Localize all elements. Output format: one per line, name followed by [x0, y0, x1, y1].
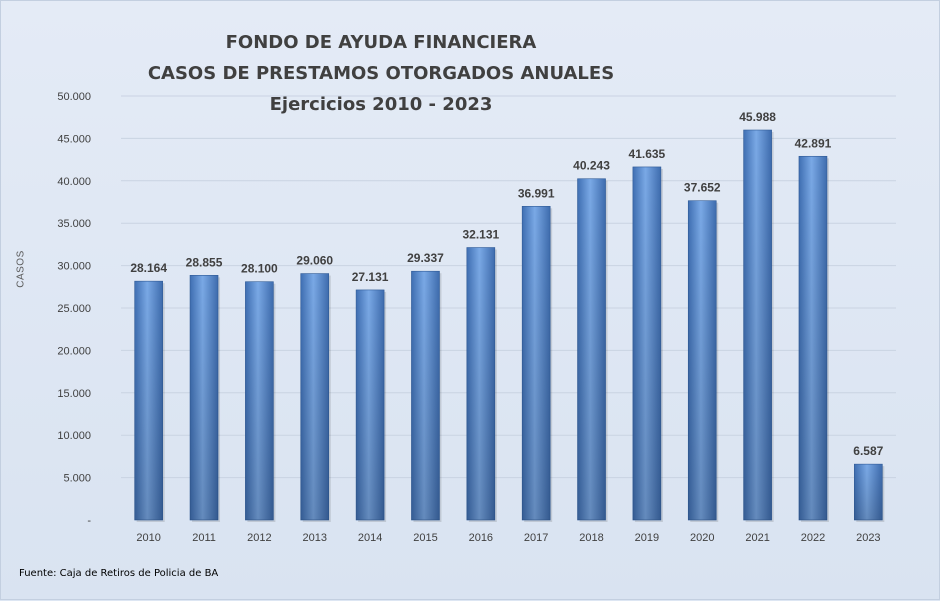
bar-shade	[356, 289, 385, 520]
bar-shade	[411, 271, 440, 520]
x-tick-label: 2016	[469, 532, 493, 544]
y-tick-label: 45.000	[57, 133, 91, 145]
data-label: 28.164	[130, 261, 167, 275]
bar-shade	[245, 281, 274, 520]
chart-titles: FONDO DE AYUDA FINANCIERA CASOS DE PREST…	[131, 27, 631, 120]
x-tick-label: 2021	[745, 532, 769, 544]
data-label: 41.635	[629, 147, 666, 161]
y-tick-label: 40.000	[57, 176, 91, 188]
y-tick-label: 30.000	[57, 261, 91, 273]
data-label: 37.652	[684, 181, 721, 195]
chart-subtitle-years: Ejercicios 2010 - 2023	[269, 94, 493, 115]
data-label: 42.891	[795, 136, 832, 150]
x-tick-label: 2022	[801, 532, 825, 544]
y-tick-label: 25.000	[57, 303, 91, 315]
x-tick-label: 2010	[136, 532, 160, 544]
bar-shade	[190, 275, 219, 520]
x-tick-label: 2013	[303, 532, 327, 544]
data-labels: 28.164 28.855 28.100 29.060 27.131 29.337 32.1…	[130, 110, 883, 458]
bars	[134, 129, 885, 523]
data-label: 36.991	[518, 186, 555, 200]
x-tick-label: 2017	[524, 532, 548, 544]
bar-shade	[632, 166, 661, 521]
chart-title: FONDO DE AYUDA FINANCIERA	[225, 32, 537, 53]
bar-shade	[577, 178, 606, 520]
bar-shade	[134, 281, 163, 520]
y-tick-label: 5.000	[63, 473, 91, 485]
x-tick-label: 2012	[247, 532, 271, 544]
source-note: Fuente: Caja de Retiros de Policia de BA	[19, 568, 219, 579]
x-tick-label: 2011	[192, 532, 216, 544]
data-label: 29.337	[407, 251, 444, 265]
y-tick-label: 10.000	[57, 430, 91, 442]
bar-shade	[854, 464, 883, 520]
bar-shade	[743, 130, 772, 520]
y-tick-label: 20.000	[57, 345, 91, 357]
y-tick-label: 50.000	[57, 91, 91, 103]
data-label: 27.131	[352, 270, 389, 284]
grid-lines	[121, 95, 896, 479]
x-tick-label: 2023	[856, 532, 880, 544]
x-tick-label: 2015	[413, 532, 437, 544]
x-tick-label: 2014	[358, 532, 382, 544]
bar-shade	[688, 200, 717, 520]
x-tick-label: 2020	[690, 532, 714, 544]
x-tick-labels: 2010 2011 2012 2013 2014 2015 2016 2017 2018 2019…	[136, 532, 880, 544]
data-label: 28.855	[186, 255, 223, 269]
data-label: 40.243	[573, 159, 610, 173]
bar-shade	[798, 156, 827, 521]
data-label: 32.131	[462, 228, 499, 242]
y-tick-labels: - 5.000 10.000 15.000 20.000 25.000 30.000 35.0…	[57, 91, 91, 527]
data-label: 28.100	[241, 262, 278, 276]
bar-shade	[300, 273, 329, 520]
bar-shade	[522, 206, 551, 520]
data-label: 6.587	[853, 444, 883, 458]
bar-shade	[466, 247, 495, 520]
data-label: 45.988	[739, 110, 776, 124]
data-label: 29.060	[296, 254, 333, 268]
chart-subtitle: CASOS DE PRESTAMOS OTORGADOS ANUALES	[147, 63, 615, 84]
x-tick-label: 2019	[635, 532, 659, 544]
y-tick-label: 15.000	[57, 388, 91, 400]
y-tick-label: -	[87, 515, 91, 527]
x-tick-label: 2018	[579, 532, 603, 544]
y-tick-label: 35.000	[57, 218, 91, 230]
